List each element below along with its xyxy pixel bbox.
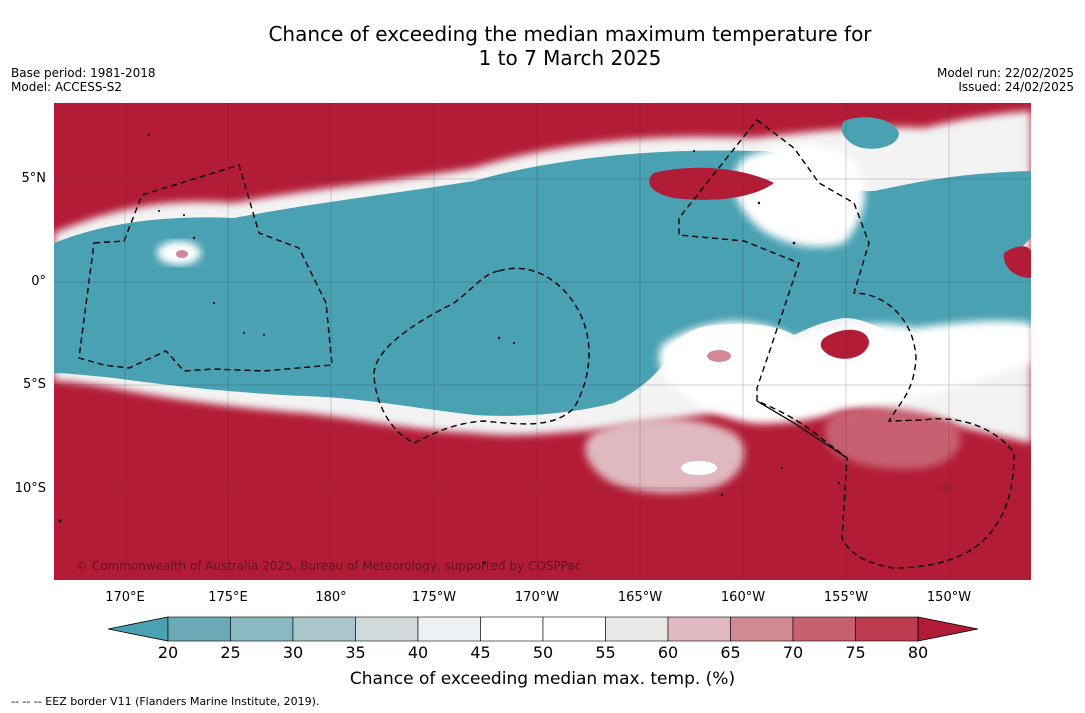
colorbar-tick-label: 65	[720, 643, 741, 662]
neutral-spot-south	[681, 461, 717, 475]
maritime-boundary	[756, 400, 848, 459]
lat-label-5n: 5°N	[21, 171, 47, 186]
issued-date: Issued: 24/02/2025	[958, 80, 1074, 94]
eez-borders	[78, 119, 1015, 569]
colorbar-segment	[605, 616, 669, 642]
lon-label-165w: 165°W	[617, 590, 663, 605]
lon-label-170e: 170°E	[105, 590, 145, 605]
colorbar-tick-label: 80	[907, 643, 929, 662]
colorbar-segment	[667, 616, 731, 642]
islands	[58, 133, 945, 565]
colorbar-tick-label: 45	[470, 643, 491, 662]
eez-legend: -- -- -- EEZ border V11 (Flanders Marine…	[11, 695, 320, 708]
copyright-notice: © Commonwealth of Australia 2025, Bureau…	[76, 559, 582, 573]
colorbar-segment	[417, 616, 481, 642]
warm-spot-west	[176, 250, 188, 258]
lat-label-0: 0°	[31, 274, 46, 289]
colorbar-tick-label: 25	[220, 643, 241, 662]
colorbar-tick-label: 20	[157, 643, 179, 662]
model-run: Model run: 22/02/2025	[936, 66, 1074, 80]
colorbar-segment	[792, 616, 856, 642]
model-name: Model: ACCESS-S2	[11, 80, 123, 94]
title-line-2: 1 to 7 March 2025	[478, 46, 662, 70]
colorbar-extend-high	[917, 616, 978, 642]
probability-map	[54, 103, 1031, 580]
lon-label-150w: 150°W	[926, 590, 972, 605]
colorbar-segment	[855, 616, 919, 642]
pink-spot-center	[707, 350, 731, 362]
map-title: Chance of exceeding the median maximum t…	[0, 22, 1085, 70]
colorbar	[108, 616, 978, 642]
lat-label-5s: 5°S	[22, 377, 46, 392]
warm-patch-south-center	[820, 329, 869, 359]
lon-label-175e: 175°E	[208, 590, 248, 605]
lat-label-10s: 10°S	[14, 481, 46, 496]
neutral-ridge-south	[658, 320, 1031, 424]
lon-label-175w: 175°W	[411, 590, 457, 605]
lon-label-180: 180°	[315, 590, 347, 605]
warm-patch-east	[1003, 246, 1031, 278]
base-period: Base period: 1981-2018	[11, 66, 156, 80]
meta-right: Model run: 22/02/2025 Issued: 24/02/2025	[937, 66, 1074, 94]
colorbar-tick-label: 35	[345, 643, 366, 662]
graticule	[54, 103, 1031, 580]
lon-label-160w: 160°W	[720, 590, 766, 605]
meta-left: Base period: 1981-2018 Model: ACCESS-S2	[11, 66, 156, 94]
warm-patch-north	[649, 167, 774, 200]
title-line-1: Chance of exceeding the median maximum t…	[268, 22, 872, 46]
colorbar-title: Chance of exceeding median max. temp. (%…	[349, 669, 736, 689]
colorbar-tick-label: 60	[657, 643, 679, 662]
colorbar-extend-low	[108, 616, 169, 642]
colorbar-tick-label: 50	[532, 643, 554, 662]
colorbar-tick-label: 55	[595, 643, 616, 662]
lon-label-170w: 170°W	[514, 590, 560, 605]
pink-patch-southeast	[824, 407, 961, 470]
colorbar-segment	[542, 616, 606, 642]
colorbar-segment	[167, 616, 231, 642]
colorbar-segment	[480, 616, 544, 642]
lon-label-155w: 155°W	[823, 590, 869, 605]
cool-patch-northeast	[841, 117, 899, 149]
neutral-patch-north	[733, 145, 865, 247]
colorbar-segment	[292, 616, 356, 642]
colorbar-segment	[730, 616, 794, 642]
colorbar-segment	[230, 616, 294, 642]
colorbar-segment	[355, 616, 419, 642]
colorbar-tick-label: 70	[782, 643, 804, 662]
colorbar-tick-label: 40	[407, 643, 429, 662]
colorbar-tick-label: 75	[845, 643, 866, 662]
colorbar-tick-label: 30	[282, 643, 304, 662]
